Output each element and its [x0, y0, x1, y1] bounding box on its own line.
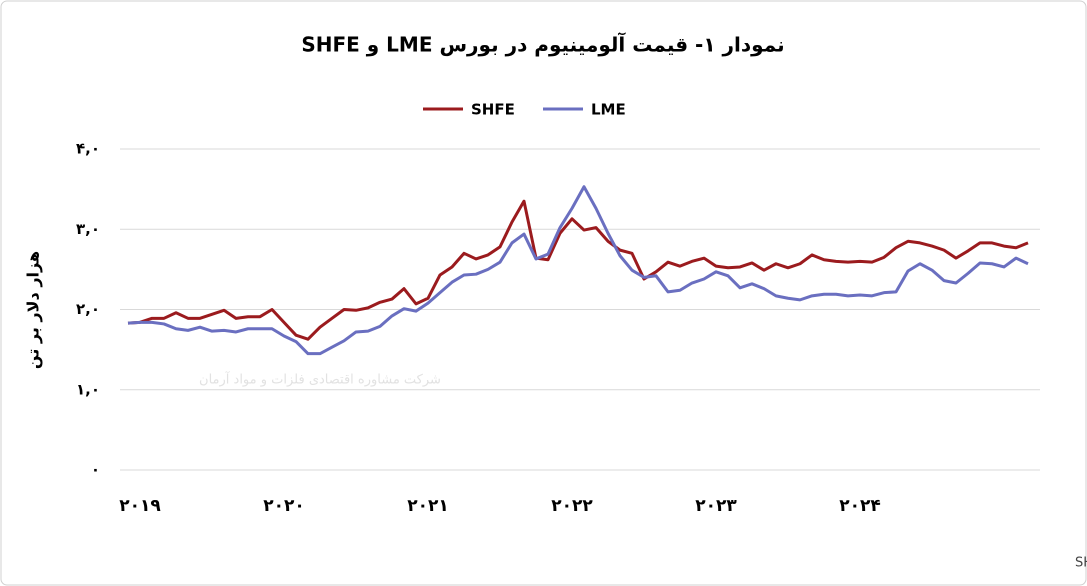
x-tick-label: ۲۰۲۰ — [263, 496, 305, 516]
series-line — [127, 185, 1029, 356]
y-tick-label: ۰ — [91, 461, 100, 479]
legend-label: LME — [591, 101, 626, 119]
legend-label: SHFE — [471, 101, 515, 119]
y-axis-label: هزار دلار بر تن — [24, 251, 43, 369]
x-tick-label: ۲۰۲۲ — [551, 496, 593, 516]
y-tick-label: ۱,۰ — [76, 380, 100, 398]
series-line — [127, 199, 1029, 341]
y-tick-label: ۲,۰ — [76, 300, 100, 318]
y-tick-label: ۴,۰ — [76, 140, 100, 158]
x-tick-label: ۲۰۲۴ — [839, 496, 881, 516]
x-tick-label: ۲۰۲۱ — [407, 496, 449, 516]
watermark: شرکت مشاوره اقتصادی فلزات و مواد آرمان — [199, 371, 441, 388]
source-note: منبع: LME و SHFE — [1075, 556, 1087, 571]
x-tick-label: ۲۰۱۹ — [119, 496, 161, 516]
y-tick-label: ۳,۰ — [76, 220, 100, 238]
x-tick-label: ۲۰۲۳ — [695, 496, 737, 516]
chart-title: نمودار ۱- قیمت آلومینیوم در بورس LME و S… — [301, 32, 784, 57]
